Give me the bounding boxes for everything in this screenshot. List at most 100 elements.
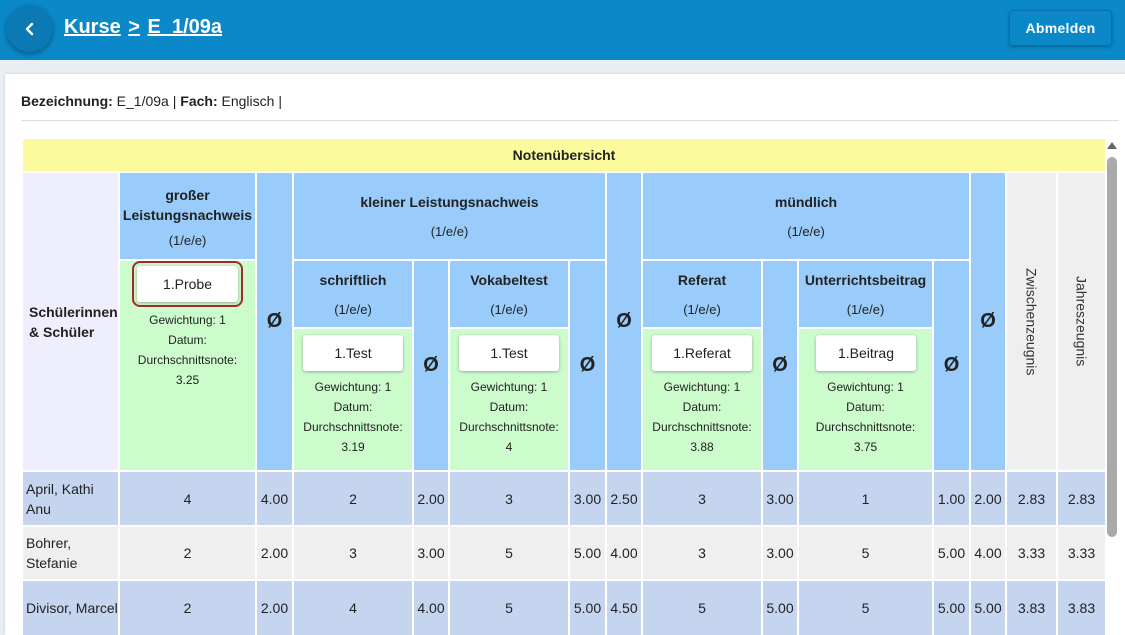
logout-button[interactable]: Abmelden — [1009, 10, 1112, 46]
grade-cell[interactable]: 2 — [120, 581, 255, 635]
grade-cell[interactable]: 5 — [450, 527, 568, 579]
exam-avg: 3.19 — [341, 440, 365, 454]
exam-button-beitrag[interactable]: 1.Beitrag — [816, 335, 916, 371]
grade-cell[interactable]: 2 — [294, 472, 412, 525]
student-name: Bohrer, Stefanie — [23, 527, 118, 579]
avg-cell: 1.00 — [934, 472, 969, 525]
jahres-cell: 3.33 — [1058, 527, 1105, 579]
info-separator: | — [172, 93, 177, 109]
subgroup-weight: (1/e/e) — [490, 301, 528, 317]
student-name: Divisor, Marcel — [23, 581, 118, 635]
avg-cell: 4.00 — [257, 472, 292, 525]
group-weight-klein: (1/e/e) — [430, 223, 469, 239]
avg-cell: 5.00 — [570, 527, 605, 579]
grade-cell[interactable]: 5 — [450, 581, 568, 635]
avg-header-unterricht: Ø — [934, 261, 969, 470]
exam-avg: 4 — [505, 440, 513, 454]
grade-cell[interactable]: 4 — [120, 472, 255, 525]
exam-date: Datum: — [168, 333, 207, 347]
scrollbar-thumb[interactable] — [1107, 157, 1117, 537]
grade-cell[interactable]: 5 — [799, 527, 932, 579]
header-jahreszeugnis: Jahreszeugnis — [1058, 173, 1105, 470]
exam-meta-beitrag: Gewichtung: 1 Datum: Durchschnittsnote: … — [799, 377, 932, 457]
subgroup-title-vokabeltest: Vokabeltest — [470, 271, 548, 288]
avg-header-klein: Ø — [607, 173, 641, 470]
exam-button-test1[interactable]: 1.Test — [303, 335, 403, 371]
exam-date: Datum: — [682, 400, 722, 414]
exam-date: Datum: — [846, 400, 885, 414]
zwischen-cell: 3.83 — [1007, 581, 1056, 635]
grade-cell[interactable]: 3 — [643, 527, 761, 579]
grade-cell[interactable]: 3 — [294, 527, 412, 579]
exam-avg-label: Durchschnittsnote: — [459, 420, 559, 434]
avg-header-gross: Ø — [257, 173, 292, 470]
avg-cell: 3.00 — [570, 472, 605, 525]
exam-weight: Gewichtung: 1 — [827, 380, 904, 394]
course-info: Bezeichnung: E_1/09a | Fach: Englisch | — [21, 93, 282, 109]
exam-weight: Gewichtung: 1 — [663, 380, 741, 394]
exam-avg-label: Durchschnittsnote: — [652, 420, 752, 434]
bezeichnung-value: E_1/09a — [116, 93, 169, 109]
group-weight-gross: (1/e/e) — [168, 232, 207, 248]
exam-button-test2[interactable]: 1.Test — [459, 335, 559, 371]
chevron-left-icon — [25, 22, 33, 35]
students-header: Schülerinnen & Schüler — [23, 173, 118, 470]
group-title-klein: kleiner Leistungsnachweis — [360, 193, 539, 210]
breadcrumb: Kurse > E_1/09a — [64, 16, 222, 39]
group-title-gross: großer Leistungsnachweis — [122, 186, 253, 223]
exam-avg: 3.75 — [853, 440, 878, 454]
exam-date: Datum: — [333, 400, 373, 414]
grade-cell[interactable]: 3 — [643, 472, 761, 525]
exam-date: Datum: — [489, 400, 529, 414]
group-weight-muendlich: (1/e/e) — [787, 223, 825, 239]
avg-cell: 2.50 — [607, 472, 641, 525]
grade-cell[interactable]: 3 — [450, 472, 568, 525]
avg-header-schriftlich: Ø — [414, 261, 448, 470]
exam-meta-probe: Gewichtung: 1 Datum: Durchschnittsnote: … — [120, 310, 255, 390]
grade-cell[interactable]: 1 — [799, 472, 932, 525]
subgroup-header-schriftlich: schriftlich (1/e/e) — [294, 261, 412, 327]
bezeichnung-label: Bezeichnung: — [21, 93, 113, 109]
table-title: Notenübersicht — [23, 139, 1105, 171]
exam-button-referat[interactable]: 1.Referat — [652, 335, 752, 371]
avg-cell: 5.00 — [971, 581, 1005, 635]
grade-cell[interactable]: 5 — [643, 581, 761, 635]
back-button[interactable] — [6, 5, 53, 52]
avg-header-referat: Ø — [763, 261, 797, 470]
exam-avg-label: Durchschnittsnote: — [815, 420, 916, 434]
avg-header-muendlich: Ø — [971, 173, 1005, 470]
exam-button-probe[interactable]: 1.Probe — [132, 261, 243, 307]
avg-cell: 3.00 — [763, 527, 797, 579]
subgroup-header-unterricht: Unterrichtsbeitrag (1/e/e) — [799, 261, 932, 327]
jahres-cell: 2.83 — [1058, 472, 1105, 525]
group-header-klein: kleiner Leistungsnachweis (1/e/e) — [294, 173, 605, 259]
fach-value: Englisch — [221, 93, 275, 109]
info-separator: | — [278, 93, 282, 109]
grade-cell[interactable]: 2 — [120, 527, 255, 579]
subgroup-header-vokabeltest: Vokabeltest (1/e/e) — [450, 261, 568, 327]
breadcrumb-separator: > — [128, 16, 140, 38]
group-title-muendlich: mündlich — [774, 193, 838, 210]
avg-cell: 5.00 — [934, 527, 969, 579]
avg-cell: 4.00 — [607, 527, 641, 579]
grade-cell[interactable]: 4 — [294, 581, 412, 635]
breadcrumb-course-link[interactable]: E_1/09a — [147, 16, 223, 38]
subgroup-weight: (1/e/e) — [846, 301, 885, 317]
subgroup-weight: (1/e/e) — [334, 301, 372, 317]
zwischen-cell: 2.83 — [1007, 472, 1056, 525]
exam-avg-label: Durchschnittsnote: — [137, 353, 238, 367]
avg-cell: 4.50 — [607, 581, 641, 635]
divider — [21, 120, 1119, 121]
grade-cell[interactable]: 5 — [799, 581, 932, 635]
subgroup-weight: (1/e/e) — [683, 301, 721, 317]
scroll-up-arrow-icon[interactable] — [1107, 142, 1117, 149]
exam-weight: Gewichtung: 1 — [470, 380, 548, 394]
breadcrumb-kurse-link[interactable]: Kurse — [64, 16, 121, 38]
avg-cell: 4.00 — [414, 581, 448, 635]
avg-cell: 2.00 — [257, 527, 292, 579]
avg-cell: 3.00 — [763, 472, 797, 525]
student-name: April, Kathi Anu — [23, 472, 118, 525]
subgroup-title-schriftlich: schriftlich — [319, 271, 387, 288]
exam-meta-test2: Gewichtung: 1 Datum: Durchschnittsnote: … — [450, 377, 568, 457]
exam-weight: Gewichtung: 1 — [314, 380, 392, 394]
